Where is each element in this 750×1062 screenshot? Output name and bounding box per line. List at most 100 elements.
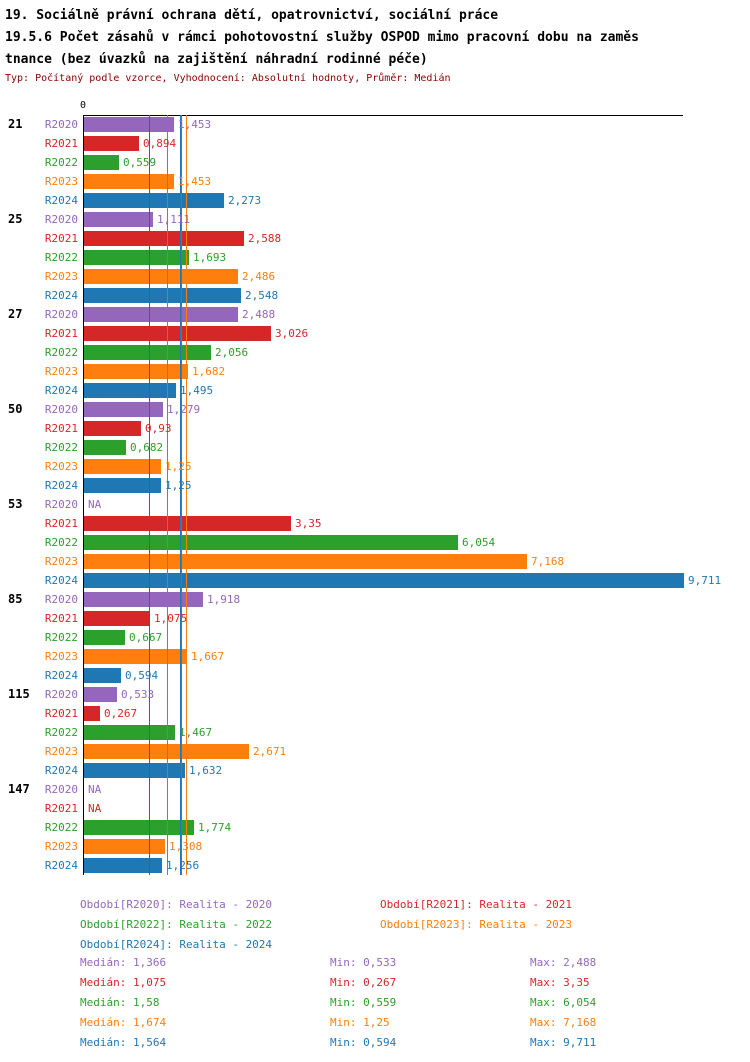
bar <box>84 174 174 189</box>
median-line-r2022 <box>181 115 182 875</box>
stat-max: Max: 9,711 <box>530 1036 597 1049</box>
bar <box>84 440 126 455</box>
report-header: 19. Sociálně právní ochrana dětí, opatro… <box>5 5 639 84</box>
bar <box>84 326 271 341</box>
series-row-label: R2020 <box>44 688 78 701</box>
group-label: 85 <box>8 592 23 606</box>
series-row-label: R2021 <box>44 707 78 720</box>
bar <box>84 744 249 759</box>
median-line-r2021 <box>149 115 150 875</box>
bar <box>84 193 224 208</box>
stat-median: Medián: 1,58 <box>80 996 160 1009</box>
series-row-label: R2022 <box>44 441 78 454</box>
series-row-label: R2020 <box>44 403 78 416</box>
bar-value-label: 2,056 <box>215 346 249 359</box>
bar-value-label: 3,35 <box>295 517 322 530</box>
series-row-label: R2022 <box>44 631 78 644</box>
bar <box>84 649 187 664</box>
report-subtitle: Typ: Počítaný podle vzorce, Vyhodnocení:… <box>5 73 451 84</box>
stat-max: Max: 2,488 <box>530 956 597 969</box>
x-axis-line <box>83 115 683 116</box>
median-line-r2024 <box>180 115 181 875</box>
bar-value-label: 0,682 <box>130 441 164 454</box>
series-row-label: R2023 <box>44 270 78 283</box>
series-row-label: R2021 <box>44 517 78 530</box>
bar-value-label: 1,495 <box>180 384 214 397</box>
bar <box>84 535 458 550</box>
bar-value-label: 0,93 <box>145 422 172 435</box>
series-row-label: R2020 <box>44 213 78 226</box>
y-axis-line <box>83 115 84 875</box>
legend-item: Období[R2022]: Realita - 2022 <box>80 918 273 931</box>
bar <box>84 668 121 683</box>
group-label: 27 <box>8 307 23 321</box>
bar-value-label: 1,308 <box>169 840 203 853</box>
series-row-label: R2021 <box>44 802 78 815</box>
bar-value-label: 1,453 <box>178 118 212 131</box>
bar <box>84 820 194 835</box>
legend-item: Období[R2021]: Realita - 2021 <box>380 898 573 911</box>
bar-value-label: 1,667 <box>191 650 225 663</box>
group-label: 50 <box>8 402 23 416</box>
bar <box>84 345 211 360</box>
series-row-label: R2024 <box>44 289 78 302</box>
bar <box>84 573 684 588</box>
bar <box>84 630 125 645</box>
bar-value-label: 6,054 <box>462 536 496 549</box>
series-row-label: R2023 <box>44 365 78 378</box>
bar-value-label: 9,711 <box>688 574 722 587</box>
series-row-label: R2022 <box>44 726 78 739</box>
bar <box>84 839 165 854</box>
report-title-line-1: 19. Sociálně právní ochrana dětí, opatro… <box>5 8 499 23</box>
series-row-label: R2020 <box>44 118 78 131</box>
bar-value-label: 0,894 <box>143 137 177 150</box>
bar-value-label: 0,559 <box>123 156 157 169</box>
series-row-label: R2022 <box>44 536 78 549</box>
bar <box>84 231 244 246</box>
bar-value-label: 1,774 <box>198 821 232 834</box>
bar-value-label: 2,488 <box>242 308 276 321</box>
bar-value-label: 2,548 <box>245 289 279 302</box>
bar <box>84 516 291 531</box>
bar-value-label: 2,273 <box>228 194 262 207</box>
bar <box>84 117 174 132</box>
bar-value-label: 3,026 <box>275 327 309 340</box>
group-label: 53 <box>8 497 23 511</box>
bar <box>84 687 117 702</box>
stat-max: Max: 3,35 <box>530 976 590 989</box>
series-row-label: R2021 <box>44 612 78 625</box>
series-row-label: R2021 <box>44 327 78 340</box>
legend-item: Období[R2024]: Realita - 2024 <box>80 938 273 951</box>
series-row-label: R2024 <box>44 859 78 872</box>
series-row-label: R2024 <box>44 194 78 207</box>
bar-value-label: 0,533 <box>121 688 155 701</box>
bar <box>84 269 238 284</box>
bar-value-label: 1,467 <box>179 726 213 739</box>
median-line-r2020 <box>167 115 168 875</box>
median-line-r2023 <box>186 115 187 875</box>
bar-value-label: 1,453 <box>178 175 212 188</box>
bar <box>84 307 238 322</box>
series-row-label: R2024 <box>44 574 78 587</box>
bar-value-label: 2,671 <box>253 745 287 758</box>
stat-min: Min: 0,594 <box>330 1036 397 1049</box>
series-row-label: R2020 <box>44 593 78 606</box>
bar-value-label: 1,075 <box>154 612 188 625</box>
bar-value-label: 1,25 <box>165 479 192 492</box>
stat-median: Medián: 1,564 <box>80 1036 167 1049</box>
stat-min: Min: 0,559 <box>330 996 397 1009</box>
bar-value-label: NA <box>88 498 102 511</box>
report-title-line-3: tnance (bez úvazků na zajištění náhradní… <box>5 52 428 67</box>
stat-max: Max: 7,168 <box>530 1016 597 1029</box>
series-row-label: R2021 <box>44 232 78 245</box>
bar-value-label: 0,594 <box>125 669 159 682</box>
series-row-label: R2023 <box>44 460 78 473</box>
stat-max: Max: 6,054 <box>530 996 597 1009</box>
bar <box>84 725 175 740</box>
legend-item: Období[R2020]: Realita - 2020 <box>80 898 273 911</box>
series-row-label: R2023 <box>44 555 78 568</box>
stat-median: Medián: 1,075 <box>80 976 167 989</box>
bar <box>84 421 141 436</box>
series-row-label: R2022 <box>44 156 78 169</box>
